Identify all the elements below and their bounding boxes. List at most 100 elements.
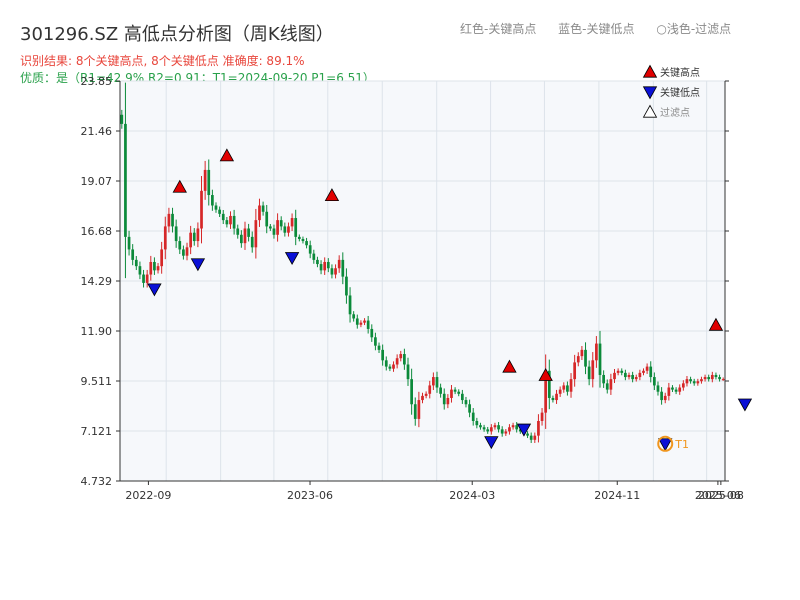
candle-body xyxy=(250,236,254,248)
key-high-marker xyxy=(324,188,340,201)
candle-body xyxy=(272,228,276,235)
candle-body xyxy=(435,377,439,388)
x-tick-label: 2025-08 xyxy=(698,489,744,502)
candle-body xyxy=(120,114,124,124)
candle-body xyxy=(330,268,334,275)
candle-body xyxy=(518,429,522,432)
candle-body xyxy=(124,123,127,237)
candle-body xyxy=(707,377,711,380)
candle-body xyxy=(529,435,533,440)
candle-body xyxy=(163,226,167,250)
y-tick-label: 19.07 xyxy=(81,175,113,188)
candle-body xyxy=(624,372,627,378)
chart-title: 301296.SZ 高低点分析图（周K线图） xyxy=(20,24,334,45)
candle-body xyxy=(149,261,153,275)
candle-body xyxy=(508,427,511,432)
candle-body xyxy=(627,374,631,378)
candle-body xyxy=(555,393,558,401)
candle-body xyxy=(660,391,663,401)
candle-body xyxy=(308,245,312,254)
key-high-marker xyxy=(172,179,187,193)
candle-body xyxy=(649,366,653,378)
candle-body xyxy=(714,374,718,378)
candle-body xyxy=(489,427,493,432)
candle-body xyxy=(214,205,218,210)
candle-body xyxy=(341,259,345,277)
candle-body xyxy=(261,205,265,212)
candle-body xyxy=(359,322,363,325)
key-low-marker xyxy=(658,438,673,452)
candle-body xyxy=(537,420,540,436)
candle-body xyxy=(138,266,142,275)
key-high-marker xyxy=(708,317,724,331)
candle-body xyxy=(450,389,453,398)
candle-body xyxy=(243,228,247,244)
top-legend-faded: ○浅色-过滤点 xyxy=(656,22,732,36)
candle-body xyxy=(236,228,240,235)
candle-body xyxy=(464,400,468,405)
candle-body xyxy=(511,425,515,428)
candle-body xyxy=(413,404,417,419)
y-tick-label: 14.29 xyxy=(81,275,113,288)
key-high-marker xyxy=(538,368,553,381)
key-low-marker xyxy=(284,252,300,266)
candle-body xyxy=(671,387,674,390)
candle-body xyxy=(265,211,269,227)
candle-body xyxy=(573,362,577,380)
candle-body xyxy=(515,425,519,430)
y-tick-label: 4.732 xyxy=(81,475,113,488)
candle-body xyxy=(145,274,149,283)
candle-body xyxy=(663,395,667,401)
candle-body xyxy=(439,387,442,394)
candle-body xyxy=(363,320,366,323)
x-tick-label: 2024-11 xyxy=(594,489,640,502)
candle-body xyxy=(689,379,692,382)
candle-body xyxy=(602,374,605,384)
candle-body xyxy=(497,425,500,430)
candle-body xyxy=(178,241,182,250)
candle-body xyxy=(587,366,591,380)
candle-body xyxy=(421,395,424,401)
candle-body xyxy=(297,236,301,239)
candle-body xyxy=(540,412,544,421)
candle-body xyxy=(609,379,613,390)
candle-body xyxy=(598,343,602,375)
candle-body xyxy=(337,259,341,269)
candle-body xyxy=(254,220,258,248)
candle-body xyxy=(710,374,714,380)
x-tick-label: 2023-06 xyxy=(287,489,333,502)
candle-body xyxy=(370,328,374,338)
candle-body xyxy=(500,429,504,434)
candle-body xyxy=(131,249,135,260)
candle-body xyxy=(566,385,569,392)
candle-body xyxy=(182,249,185,256)
top-legend-red: 红色-关键高点 xyxy=(460,22,537,36)
candle-body xyxy=(279,220,283,227)
candle-body xyxy=(167,213,171,227)
candle-body xyxy=(366,320,370,329)
candle-body xyxy=(305,241,308,246)
candle-body xyxy=(156,266,160,271)
candle-body xyxy=(457,391,461,394)
candle-body xyxy=(692,381,696,384)
candle-body xyxy=(486,429,490,432)
y-tick-label: 9.511 xyxy=(81,375,113,388)
candle-body xyxy=(584,349,587,367)
candle-body xyxy=(544,370,548,413)
candle-body xyxy=(410,379,413,405)
candle-body xyxy=(171,213,174,227)
candle-body xyxy=(562,385,566,390)
candle-body xyxy=(388,366,392,369)
candle-body xyxy=(381,349,385,361)
candle-body xyxy=(225,220,229,225)
candle-body xyxy=(479,425,482,428)
candle-body xyxy=(424,393,428,396)
key-low-marker xyxy=(484,436,499,450)
top-legend-blue: 蓝色-关键低点 xyxy=(558,22,635,36)
candle-body xyxy=(355,318,359,325)
t1-label: T1 xyxy=(674,438,689,451)
x-tick-label: 2025-06 xyxy=(695,489,741,502)
candle-body xyxy=(142,274,145,283)
candle-body xyxy=(192,232,196,242)
candle-body xyxy=(652,377,656,386)
